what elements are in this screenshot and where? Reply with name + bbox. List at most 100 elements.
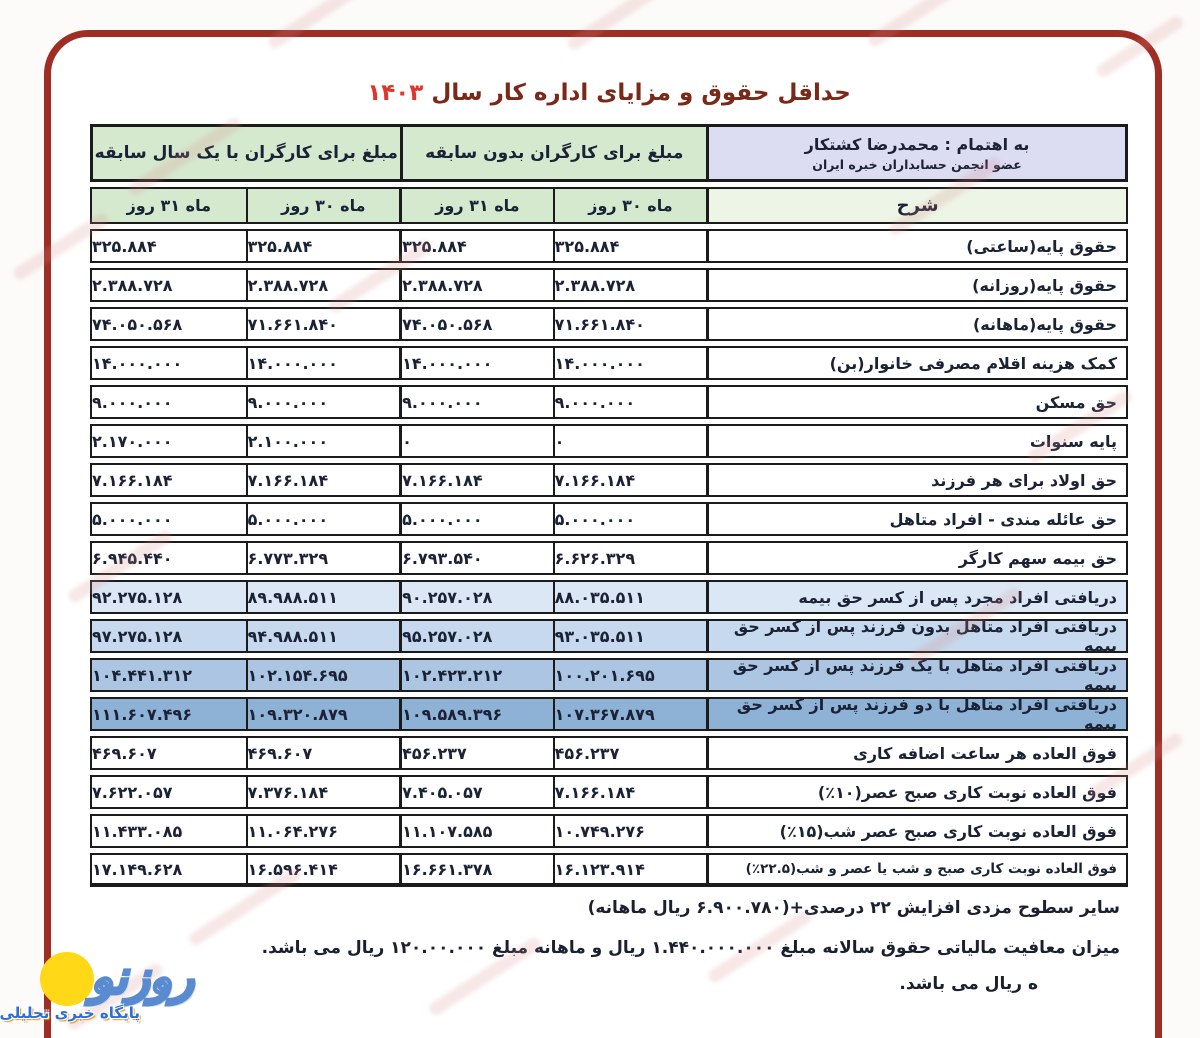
row-value-month30-exp: ۲.۱۰۰.۰۰۰ xyxy=(245,426,400,456)
table-body: حقوق پایه(ساعتی) ۳۲۵.۸۸۴ ۳۲۵.۸۸۴ ۳۲۵.۸۸۴… xyxy=(90,229,1128,887)
row-value-month30-exp: ۷.۳۷۶.۱۸۴ xyxy=(245,777,400,807)
row-value-month31-exp: ۱۱.۴۳۳.۰۸۵ xyxy=(92,821,183,841)
page-title-text: حداقل حقوق و مزایای اداره کار سال xyxy=(431,80,851,106)
row-value-month31-noexp: ۹۵.۲۵۷.۰۲۸ xyxy=(399,621,553,651)
row-value-month31-noexp: ۷.۱۶۶.۱۸۴ xyxy=(399,465,553,495)
table-row: حق بیمه سهم کارگر ۶.۶۲۶.۳۲۹ ۶.۷۹۳.۵۴۰ ۶.… xyxy=(90,541,1128,575)
row-value-month30-noexp: ۱۶.۱۲۳.۹۱۴ xyxy=(552,855,707,883)
row-value-month30-exp: ۳۲۵.۸۸۴ xyxy=(245,231,400,261)
table-row: حق عائله مندی - افراد متاهل ۵.۰۰۰.۰۰۰ ۵.… xyxy=(90,502,1128,536)
row-value-month31-noexp: ۱۴.۰۰۰.۰۰۰ xyxy=(399,348,553,378)
row-value-month31-noexp: ۳۲۵.۸۸۴ xyxy=(399,231,553,261)
row-label: دریافتی افراد متاهل با دو فرزند پس از کس… xyxy=(706,699,1126,729)
row-label: دریافتی افراد متاهل با یک فرزند پس از کس… xyxy=(706,660,1126,690)
row-value-month30-noexp: ۱۰.۷۴۹.۲۷۶ xyxy=(552,816,707,846)
row-value-month30-exp: ۹۴.۹۸۸.۵۱۱ xyxy=(245,621,400,651)
row-value-month31-exp: ۱۰۴.۴۴۱.۳۱۲ xyxy=(92,660,246,690)
row-value-month30-noexp: ۳۲۵.۸۸۴ xyxy=(552,231,707,261)
row-label: فوق العاده نوبت کاری صبح عصر(۱۰٪) xyxy=(706,777,1126,807)
row-label: حق عائله مندی - افراد متاهل xyxy=(706,504,1126,534)
rooz-no-logo: روزنو پایگاه خبری تحلیلی xyxy=(0,948,202,1038)
row-label: حق اولاد برای هر فرزند xyxy=(706,465,1126,495)
row-label: فوق العاده نوبت کاری صبح عصر شب(۱۵٪) xyxy=(706,816,1126,846)
table-header-groups: به اهتمام : محمدرضا کشتکار عضو انجمن حسا… xyxy=(90,124,1128,182)
row-label: فوق العاده هر ساعت اضافه کاری xyxy=(706,738,1126,768)
row-label: پایه سنوات xyxy=(706,426,1126,456)
row-value-month31-noexp: ۷۴.۰۵۰.۵۶۸ xyxy=(399,309,553,339)
row-label: دریافتی افراد مجرد پس از کسر حق بیمه xyxy=(706,582,1126,612)
row-value-month30-noexp: ۱۴.۰۰۰.۰۰۰ xyxy=(552,348,707,378)
row-value-month31-exp: ۹.۰۰۰.۰۰۰ xyxy=(92,392,173,412)
row-value-month30-noexp: ۸۸.۰۳۵.۵۱۱ xyxy=(552,582,707,612)
row-value-month31-exp: ۹۲.۲۷۵.۱۲۸ xyxy=(92,582,246,612)
row-value-month30-noexp: ۱۰۰.۲۰۱.۶۹۵ xyxy=(552,660,707,690)
table-row: حق اولاد برای هر فرزند ۷.۱۶۶.۱۸۴ ۷.۱۶۶.۱… xyxy=(90,463,1128,497)
row-value-month31-exp: ۲.۳۸۸.۷۲۸ xyxy=(92,275,173,295)
table-row: حقوق پایه(ماهانه) ۷۱.۶۶۱.۸۴۰ ۷۴.۰۵۰.۵۶۸ … xyxy=(90,307,1128,341)
row-label: حقوق پایه(ماهانه) xyxy=(706,309,1126,339)
table-row: حق مسکن ۹.۰۰۰.۰۰۰ ۹.۰۰۰.۰۰۰ ۹.۰۰۰.۰۰۰ ۹.… xyxy=(90,385,1128,419)
row-value-month31-exp: ۷.۱۶۶.۱۸۴ xyxy=(92,470,173,490)
row-value-month30-exp: ۵.۰۰۰.۰۰۰ xyxy=(245,504,400,534)
row-label: حق بیمه سهم کارگر xyxy=(706,543,1126,573)
table-row: پایه سنوات ۰ ۰ ۲.۱۰۰.۰۰۰ ۲.۱۷۰.۰۰۰ xyxy=(90,424,1128,458)
column-header-month31-noexp: ماه ۳۱ روز xyxy=(399,189,553,222)
attribution-line2: عضو انجمن حسابداران خبره ایران xyxy=(812,156,1022,172)
row-value-month30-exp: ۱۴.۰۰۰.۰۰۰ xyxy=(245,348,400,378)
row-value-month31-exp: ۷۴.۰۵۰.۵۶۸ xyxy=(92,314,183,334)
row-value-month30-noexp: ۶.۶۲۶.۳۲۹ xyxy=(552,543,707,573)
row-value-month31-exp: ۳۲۵.۸۸۴ xyxy=(92,236,157,256)
row-value-month30-noexp: ۷.۱۶۶.۱۸۴ xyxy=(552,777,707,807)
salary-table: به اهتمام : محمدرضا کشتکار عضو انجمن حسا… xyxy=(90,124,1128,892)
table-row: دریافتی افراد متاهل بدون فرزند پس از کسر… xyxy=(90,619,1128,653)
row-value-month31-noexp: ۵.۰۰۰.۰۰۰ xyxy=(399,504,553,534)
page-title-year: ۱۴۰۳ xyxy=(367,80,424,106)
table-row: فوق العاده نوبت کاری صبح و شب یا عصر و ش… xyxy=(90,853,1128,887)
row-value-month30-noexp: ۵.۰۰۰.۰۰۰ xyxy=(552,504,707,534)
column-header-month31-exp: ماه ۳۱ روز xyxy=(92,189,246,222)
row-value-month30-exp: ۹.۰۰۰.۰۰۰ xyxy=(245,387,400,417)
group-header-no-experience: مبلغ برای کارگران بدون سابقه xyxy=(399,127,707,179)
table-row: فوق العاده هر ساعت اضافه کاری ۴۵۶.۲۳۷ ۴۵… xyxy=(90,736,1128,770)
row-value-month31-noexp: ۹۰.۲۵۷.۰۲۸ xyxy=(399,582,553,612)
row-value-month31-exp: ۵.۰۰۰.۰۰۰ xyxy=(92,509,173,529)
row-value-month30-noexp: ۹۳.۰۳۵.۵۱۱ xyxy=(552,621,707,651)
table-row: فوق العاده نوبت کاری صبح عصر شب(۱۵٪) ۱۰.… xyxy=(90,814,1128,848)
row-value-month30-exp: ۲.۳۸۸.۷۲۸ xyxy=(245,270,400,300)
row-value-month30-exp: ۶.۷۷۳.۳۲۹ xyxy=(245,543,400,573)
column-header-month30-exp: ماه ۳۰ روز xyxy=(245,189,400,222)
row-value-month30-exp: ۱۰۲.۱۵۴.۶۹۵ xyxy=(245,660,400,690)
row-value-month31-noexp: ۴۵۶.۲۳۷ xyxy=(399,738,553,768)
row-value-month31-noexp: ۱۱.۱۰۷.۵۸۵ xyxy=(399,816,553,846)
row-value-month31-noexp: ۷.۴۰۵.۰۵۷ xyxy=(399,777,553,807)
row-value-month30-noexp: ۷۱.۶۶۱.۸۴۰ xyxy=(552,309,707,339)
table-row: دریافتی افراد متاهل با دو فرزند پس از کس… xyxy=(90,697,1128,731)
row-label: کمک هزینه اقلام مصرفی خانوار(بن) xyxy=(706,348,1126,378)
table-row: دریافتی افراد متاهل با یک فرزند پس از کس… xyxy=(90,658,1128,692)
table-row: حقوق پایه(روزانه) ۲.۳۸۸.۷۲۸ ۲.۳۸۸.۷۲۸ ۲.… xyxy=(90,268,1128,302)
row-value-month31-exp: ۱۱۱.۶۰۷.۴۹۶ xyxy=(92,699,246,729)
row-value-month31-noexp: ۱۰۹.۵۸۹.۳۹۶ xyxy=(399,699,553,729)
logo-sun-icon xyxy=(40,952,94,1006)
table-row: کمک هزینه اقلام مصرفی خانوار(بن) ۱۴.۰۰۰.… xyxy=(90,346,1128,380)
table-header-columns: شرح ماه ۳۰ روز ماه ۳۱ روز ماه ۳۰ روز ماه… xyxy=(90,187,1128,224)
row-value-month30-noexp: ۹.۰۰۰.۰۰۰ xyxy=(552,387,707,417)
footer-note-1: سایر سطوح مزدی افزایش ۲۲ درصدی+(۶.۹۰۰.۷۸… xyxy=(587,898,1120,918)
table-row: فوق العاده نوبت کاری صبح عصر(۱۰٪) ۷.۱۶۶.… xyxy=(90,775,1128,809)
page-title: حداقل حقوق و مزایای اداره کار سال ۱۴۰۳ xyxy=(90,80,1128,106)
row-value-month30-exp: ۷.۱۶۶.۱۸۴ xyxy=(245,465,400,495)
row-label: حقوق پایه(روزانه) xyxy=(706,270,1126,300)
row-value-month30-noexp: ۲.۳۸۸.۷۲۸ xyxy=(552,270,707,300)
row-value-month30-noexp: ۰ xyxy=(552,426,707,456)
logo-wordmark: روزنو xyxy=(89,949,194,1006)
row-label: حقوق پایه(ساعتی) xyxy=(706,231,1126,261)
row-value-month30-exp: ۷۱.۶۶۱.۸۴۰ xyxy=(245,309,400,339)
row-value-month31-exp: ۹۷.۲۷۵.۱۲۸ xyxy=(92,621,246,651)
row-value-month30-exp: ۱۶.۵۹۶.۴۱۴ xyxy=(245,855,400,883)
attribution-cell: به اهتمام : محمدرضا کشتکار عضو انجمن حسا… xyxy=(706,127,1125,179)
column-header-month30-noexp: ماه ۳۰ روز xyxy=(552,189,707,222)
row-value-month30-noexp: ۷.۱۶۶.۱۸۴ xyxy=(552,465,707,495)
row-label: حق مسکن xyxy=(706,387,1126,417)
row-label: دریافتی افراد متاهل بدون فرزند پس از کسر… xyxy=(706,621,1126,651)
logo-tagline: پایگاه خبری تحلیلی xyxy=(0,1004,140,1022)
